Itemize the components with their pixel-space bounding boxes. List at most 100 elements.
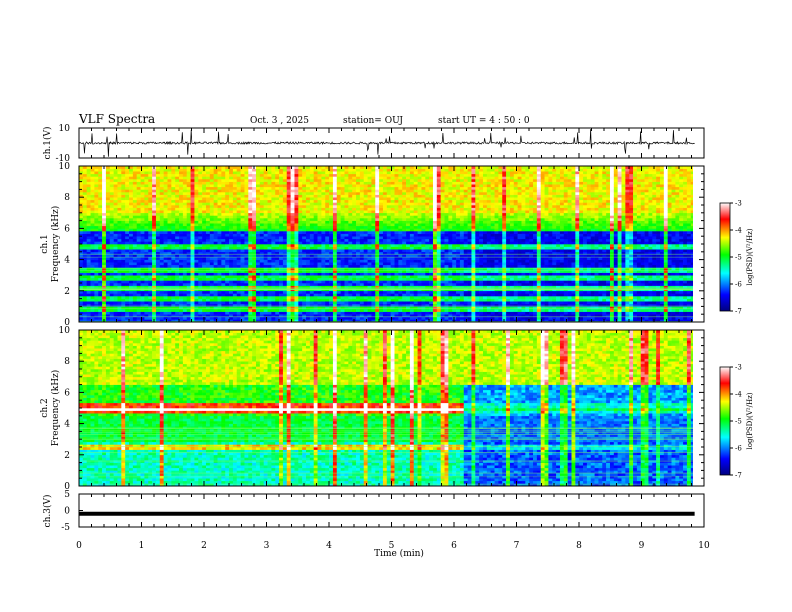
spectrogram-cell <box>359 179 365 182</box>
spectrogram-cell <box>340 311 345 315</box>
spectrogram-cell <box>182 301 188 305</box>
spectrogram-cell <box>132 296 138 299</box>
spectrogram-cell <box>240 199 245 203</box>
spectrogram-cell <box>205 218 211 221</box>
spectrogram-cell <box>290 176 295 180</box>
spectrogram-cell <box>209 241 214 245</box>
spectrogram-cell <box>129 194 134 198</box>
spectrogram-cell <box>321 249 326 253</box>
spectrogram-cell <box>121 215 126 219</box>
spectrogram-cell <box>125 306 130 310</box>
spectrogram-cell <box>240 272 245 276</box>
spectrogram-cell <box>209 223 214 227</box>
spectrogram-cell <box>244 254 249 258</box>
spectrogram-cell <box>232 168 238 172</box>
spectrogram-cell <box>294 275 299 279</box>
spectrogram-cell <box>371 186 376 190</box>
spectrogram-cell <box>348 246 353 250</box>
spectrogram-cell <box>336 309 341 312</box>
spectrogram-cell <box>148 251 153 255</box>
spectrogram-cell <box>352 290 357 294</box>
spectrogram-cell <box>375 199 380 203</box>
spectrogram-cell <box>267 168 272 172</box>
spectrogram-cell <box>152 207 157 211</box>
spectrogram-cell <box>263 277 268 281</box>
spectrogram-cell <box>90 306 95 310</box>
spectrogram-cell <box>194 184 199 188</box>
spectrogram-cell <box>271 192 276 195</box>
spectrogram-cell <box>179 192 184 195</box>
spectrogram-cell <box>109 220 114 224</box>
spectrogram-cell <box>271 233 276 237</box>
spectrogram-cell <box>248 189 253 193</box>
spectrogram-cell <box>275 316 280 320</box>
spectrogram-cell <box>132 231 138 234</box>
spectrogram-cell <box>267 218 272 221</box>
spectrogram-cell <box>232 264 238 268</box>
spectrogram-cell <box>163 225 168 229</box>
spectrogram-cell <box>313 246 318 250</box>
spectrogram-cell <box>98 199 103 203</box>
spectrogram-cell <box>94 212 99 216</box>
spectrogram-cell <box>221 218 226 221</box>
spectrogram-cell <box>290 254 295 258</box>
spectrogram-cell <box>267 181 272 185</box>
spectrogram-cell <box>125 212 130 216</box>
spectrogram-cell <box>306 225 311 229</box>
spectrogram-cell <box>340 319 345 322</box>
spectrogram-cell <box>317 275 322 279</box>
spectrogram-cell <box>221 205 226 208</box>
spectrogram-cell <box>202 270 207 273</box>
spectrogram-cell <box>298 272 303 276</box>
spectrogram-cell <box>348 311 353 315</box>
spectrogram-cell <box>371 212 376 216</box>
spectrogram-cell <box>205 205 211 208</box>
spectrogram-cell <box>325 218 330 221</box>
spectrogram-cell <box>332 272 338 276</box>
spectrogram-cell <box>248 272 253 276</box>
spectrogram-cell <box>186 241 191 245</box>
spectrogram-cell <box>175 179 180 182</box>
spectrogram-cell <box>152 233 157 237</box>
spectrogram-cell <box>213 303 218 307</box>
spectrogram-cell <box>255 184 261 188</box>
spectrogram-cell <box>259 197 264 201</box>
spectrogram-cell <box>213 166 218 169</box>
spectrogram-cell <box>105 290 111 294</box>
spectrogram-cell <box>367 259 372 263</box>
spectrogram-cell <box>186 231 191 234</box>
spectrogram-cell <box>198 192 203 195</box>
spectrogram-cell <box>279 184 284 188</box>
spectrogram-cell <box>279 303 284 307</box>
spectrogram-cell <box>232 303 238 307</box>
spectrogram-cell <box>194 233 199 237</box>
spectrogram-cell <box>309 236 315 240</box>
spectrogram-cell <box>386 166 391 169</box>
spectrogram-cell <box>205 259 211 263</box>
spectrogram-cell <box>298 186 303 190</box>
spectrogram-cell <box>259 290 264 294</box>
spectrogram-cell <box>213 277 218 281</box>
spectrogram-cell <box>221 189 226 193</box>
spectrogram-cell <box>79 311 84 315</box>
spectrogram-cell <box>375 244 380 247</box>
spectrogram-cell <box>125 225 130 229</box>
spectrogram-cell <box>286 244 291 247</box>
spectrogram-cell <box>298 176 303 180</box>
spectrogram-cell <box>259 280 264 284</box>
spectrogram-cell <box>375 179 380 182</box>
spectrogram-cell <box>159 223 164 227</box>
spectrogram-cell <box>248 238 253 242</box>
spectrogram-cell <box>140 296 145 299</box>
spectrogram-cell <box>244 259 249 263</box>
spectrogram-cell <box>117 225 122 229</box>
spectrogram-cell <box>302 233 307 237</box>
spectrogram-cell <box>252 290 257 294</box>
spectrogram-cell <box>359 205 365 208</box>
spectrogram-cell <box>302 249 307 253</box>
spectrogram-cell <box>186 251 191 255</box>
spectrogram-cell <box>98 202 103 206</box>
spectrogram-cell <box>113 293 118 297</box>
spectrogram-cell <box>136 272 141 276</box>
spectrogram-cell <box>259 166 264 169</box>
